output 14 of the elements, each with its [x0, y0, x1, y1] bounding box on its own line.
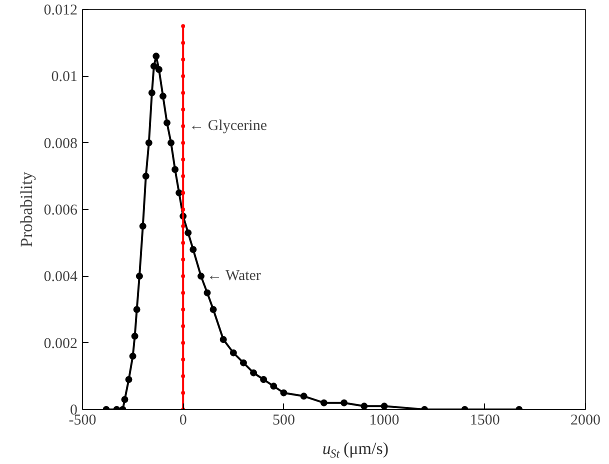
x-tick-label: 1500	[470, 412, 500, 428]
y-tick-label: 0.01	[51, 69, 78, 86]
annotation: ← Glycerine	[189, 118, 268, 134]
x-tick-label: 500	[272, 412, 295, 428]
x-tick-label: 0	[179, 412, 187, 428]
x-tick-label: 1000	[369, 412, 400, 428]
annotation: ← Water	[207, 268, 261, 284]
y-tick-label: 0.004	[44, 269, 78, 286]
x-tick-label: 2000	[570, 412, 600, 428]
y-tick-label: 0.006	[44, 202, 78, 218]
y-tick-label: 0.002	[44, 336, 78, 352]
y-tick-label: 0.008	[44, 136, 78, 152]
y-axis-title: Probability	[16, 171, 36, 248]
y-tick-label: 0.012	[44, 2, 78, 18]
